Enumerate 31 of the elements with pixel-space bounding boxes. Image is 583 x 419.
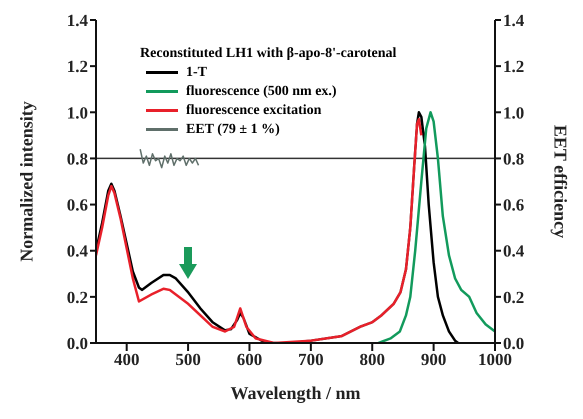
y2-axis-title: EET efficiency [550,124,571,238]
y-tick-label: 0.6 [66,196,88,215]
x-tick-label: 500 [175,350,201,370]
y-tick-label: 1.4 [66,11,88,30]
legend-label: 1-T [186,64,207,82]
x-axis-title: Wavelength / nm [230,383,361,403]
y-tick-label: 0.8 [66,149,88,168]
x-tick-label: 800 [359,350,385,370]
y2-tick-label: 0.8 [503,149,524,168]
legend-label: EET (79 ± 1 %) [186,121,280,139]
y-tick-label: 0.4 [66,242,88,261]
y2-tick-label: 0.2 [503,288,524,307]
y-tick-label: 1.0 [66,103,88,122]
line-series [139,148,200,168]
y2-tick-label: 0.4 [503,242,525,261]
y-tick-label: 0.0 [66,334,88,354]
legend-title: Reconstituted LH1 with β-apo-8'-carotenal [140,45,396,63]
legend-label: fluorescence (500 nm ex.) [186,83,337,101]
line-series [377,111,495,343]
x-tick-label: 600 [236,350,262,370]
y2-tick-label: 1.4 [503,11,525,30]
x-tick-label: 700 [298,350,324,370]
y2-tick-label: 0.6 [503,196,524,215]
y-tick-label: 0.2 [66,288,88,307]
y-tick-label: 1.2 [66,57,88,76]
y2-tick-label: 1.0 [503,103,524,122]
y-axis-title: Normalized intensity [16,101,36,262]
x-tick-label: 400 [114,350,140,370]
y2-tick-label: 1.2 [503,57,524,76]
legend-label: fluorescence excitation [186,102,322,120]
x-tick-label: 900 [420,350,446,370]
